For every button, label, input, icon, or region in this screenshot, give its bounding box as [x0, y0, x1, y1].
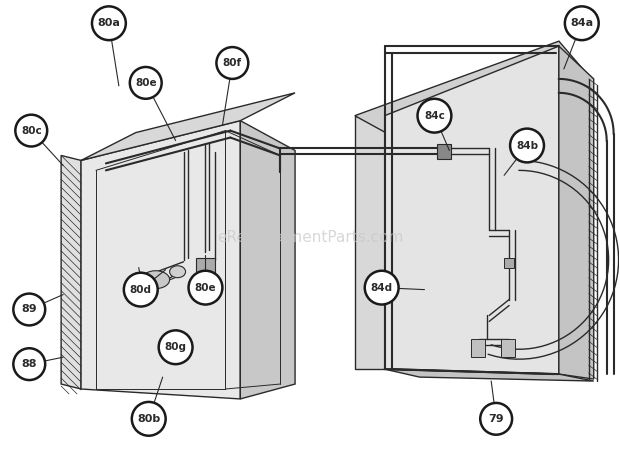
Polygon shape [81, 121, 241, 399]
Text: 88: 88 [22, 359, 37, 369]
Bar [504, 258, 514, 268]
Circle shape [565, 6, 599, 40]
Polygon shape [355, 116, 384, 369]
Text: 80d: 80d [130, 285, 152, 295]
Polygon shape [241, 121, 295, 399]
Text: 84c: 84c [424, 111, 445, 121]
Circle shape [92, 6, 126, 40]
Text: 80g: 80g [164, 342, 187, 352]
Ellipse shape [142, 271, 170, 288]
Circle shape [510, 129, 544, 162]
Text: 84b: 84b [516, 141, 538, 151]
Bar [438, 143, 451, 159]
Polygon shape [559, 46, 594, 379]
Circle shape [132, 402, 166, 436]
Polygon shape [61, 156, 81, 389]
Polygon shape [384, 369, 594, 381]
Polygon shape [81, 93, 295, 161]
Circle shape [188, 271, 223, 304]
Text: 79: 79 [489, 414, 504, 424]
Text: eReplacementParts.com: eReplacementParts.com [217, 230, 403, 245]
Bar [501, 339, 515, 357]
Ellipse shape [170, 266, 185, 278]
Circle shape [365, 271, 399, 304]
Text: 80a: 80a [97, 18, 120, 28]
Circle shape [16, 115, 47, 147]
Polygon shape [384, 46, 559, 374]
Circle shape [159, 330, 193, 364]
Text: 80f: 80f [223, 58, 242, 68]
Text: 80e: 80e [195, 283, 216, 293]
Circle shape [417, 99, 451, 132]
Bar [195, 258, 215, 273]
Circle shape [14, 348, 45, 380]
Circle shape [124, 273, 157, 307]
Text: 80b: 80b [137, 414, 161, 424]
Bar [471, 339, 485, 357]
Circle shape [480, 403, 512, 435]
Text: 89: 89 [22, 304, 37, 314]
Polygon shape [355, 41, 589, 148]
Text: 80c: 80c [21, 126, 42, 136]
Circle shape [14, 293, 45, 325]
Circle shape [130, 67, 162, 99]
Text: 84d: 84d [371, 283, 392, 293]
Text: 84a: 84a [570, 18, 593, 28]
Circle shape [216, 47, 248, 79]
Text: 80e: 80e [135, 78, 157, 88]
